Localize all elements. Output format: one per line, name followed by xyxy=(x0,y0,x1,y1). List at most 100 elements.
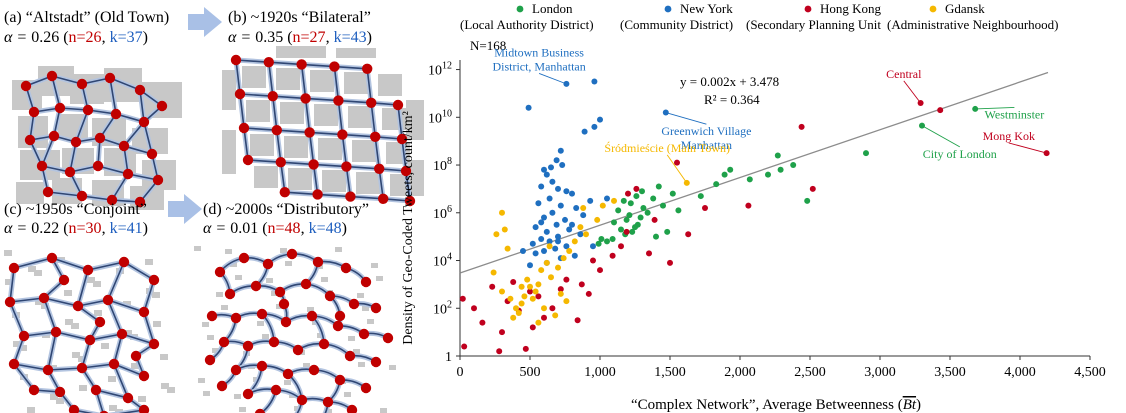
intersection-node xyxy=(308,364,320,376)
y-tick-label: 1010 xyxy=(428,108,452,126)
legend-swatch xyxy=(664,5,672,13)
point-london xyxy=(629,228,636,235)
point-newyork xyxy=(535,200,542,207)
point-gdansk xyxy=(521,293,528,300)
point-hongkong xyxy=(646,250,652,257)
point-london xyxy=(609,236,616,243)
building-block xyxy=(371,263,378,268)
point-hongkong xyxy=(529,324,536,331)
r-squared-label: R² = 0.364 xyxy=(704,92,760,107)
point-gdansk xyxy=(535,319,542,326)
intersection-node xyxy=(346,404,358,413)
intersection-node xyxy=(146,148,158,160)
point-newyork xyxy=(553,221,560,228)
building-block xyxy=(234,394,241,399)
intersection-node xyxy=(82,264,94,276)
intersection-node xyxy=(292,344,304,356)
building-block xyxy=(356,172,380,194)
point-hongkong xyxy=(489,283,496,290)
intersection-node xyxy=(370,356,382,368)
intersection-node xyxy=(324,290,336,302)
intersection-node xyxy=(318,338,330,350)
x-tick-label: 4,500 xyxy=(1074,365,1106,380)
point-newyork xyxy=(555,233,561,240)
point-london xyxy=(598,236,605,243)
building-block xyxy=(5,279,13,285)
point-hongkong xyxy=(496,348,503,355)
panel-a: (a) “Altstadt” (Old Town) α = 0.26 (n=26… xyxy=(4,9,182,210)
point-hongkong xyxy=(541,314,547,321)
building-block xyxy=(348,106,372,128)
intersection-node xyxy=(278,298,290,310)
intersection-node xyxy=(296,394,308,406)
point-hongkong xyxy=(609,252,616,259)
building-block xyxy=(203,391,210,396)
building-block xyxy=(79,385,87,391)
intersection-node xyxy=(110,108,122,120)
annotation-label: Greenwich Village Manhattan xyxy=(661,124,751,152)
point-gdansk xyxy=(555,264,561,271)
street-edge xyxy=(109,77,141,91)
intersection-node xyxy=(400,165,412,177)
net-a-nodes xyxy=(20,70,168,208)
street-edge xyxy=(235,59,241,95)
intersection-node xyxy=(152,174,164,186)
y-tick-label: 106 xyxy=(433,204,452,222)
point-newyork xyxy=(562,216,568,223)
intersection-node xyxy=(102,294,114,306)
point-newyork xyxy=(548,164,554,171)
series-hongkong xyxy=(459,99,1050,355)
intersection-node xyxy=(345,191,356,202)
street-edge xyxy=(397,104,403,140)
intersection-node xyxy=(370,131,381,142)
building-block xyxy=(367,319,374,324)
point-newyork xyxy=(546,238,553,245)
point-newyork xyxy=(543,228,550,235)
street-edge xyxy=(374,136,380,170)
building-block xyxy=(202,322,209,327)
point-gdansk xyxy=(507,295,514,302)
point-london xyxy=(777,166,784,173)
intersection-node xyxy=(138,116,150,128)
building-block xyxy=(212,348,219,353)
building-block xyxy=(101,343,109,349)
point-london xyxy=(713,181,720,188)
intersection-node xyxy=(341,161,352,172)
building-block xyxy=(4,250,12,256)
annotation-leader xyxy=(921,125,961,148)
building-block xyxy=(161,383,169,389)
building-block xyxy=(34,270,42,276)
street-edge xyxy=(9,297,45,303)
street-edge xyxy=(89,333,123,341)
building-block xyxy=(72,352,80,358)
street-edge xyxy=(123,261,155,281)
x-tick-label: 3,500 xyxy=(934,365,966,380)
point-newyork xyxy=(529,240,536,247)
street-edge xyxy=(9,301,25,337)
intersection-node xyxy=(362,63,373,74)
building-block xyxy=(335,247,342,252)
building-block xyxy=(115,409,123,413)
intersection-node xyxy=(94,316,106,328)
building-block xyxy=(348,336,355,341)
building-block xyxy=(35,299,43,305)
intersection-node xyxy=(322,396,334,408)
net-b-nodes xyxy=(230,54,416,207)
net-b-blocks xyxy=(222,46,424,196)
intersection-node xyxy=(275,157,286,168)
intersection-node xyxy=(42,186,54,198)
point-gdansk xyxy=(543,259,550,266)
street-edge xyxy=(47,367,83,371)
intersection-node xyxy=(218,336,230,348)
intersection-node xyxy=(4,296,16,308)
annotation-label: Westminster xyxy=(985,107,1045,121)
point-london xyxy=(697,193,704,200)
panel-d-k: k=48 xyxy=(309,220,342,237)
building-block xyxy=(389,365,396,370)
point-london xyxy=(721,171,728,178)
street-edge xyxy=(333,65,368,70)
point-gdansk xyxy=(571,238,578,245)
point-gdansk xyxy=(524,276,531,283)
intersection-node xyxy=(118,256,130,268)
